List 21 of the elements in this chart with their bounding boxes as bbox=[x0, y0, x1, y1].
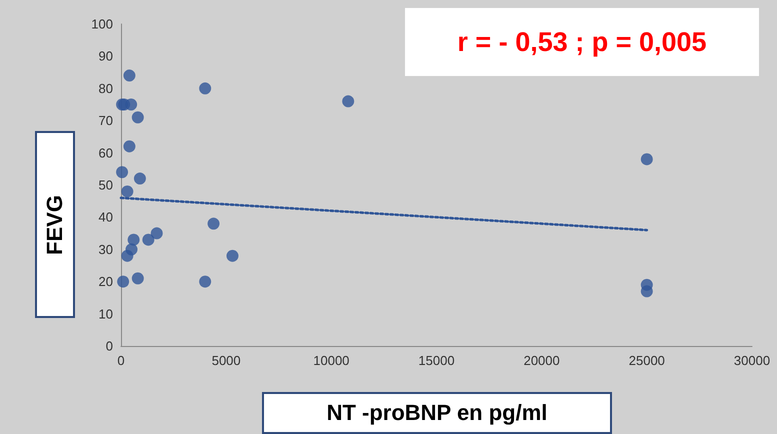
x-tick-label: 15000 bbox=[418, 353, 455, 368]
y-tick-label: 80 bbox=[98, 80, 113, 96]
x-tick-label: 25000 bbox=[628, 353, 665, 368]
y-tick-label: 20 bbox=[98, 274, 113, 290]
x-tick-label: 10000 bbox=[313, 353, 350, 368]
y-tick-label: 30 bbox=[98, 242, 113, 257]
y-axis-title: FEVG bbox=[42, 194, 68, 254]
y-tick-label: 100 bbox=[91, 16, 113, 32]
x-axis-title: NT -proBNP en pg/ml bbox=[262, 392, 612, 434]
x-tick-label: 0 bbox=[117, 353, 125, 368]
y-tick-label: 10 bbox=[98, 306, 113, 322]
x-tick-label: 5000 bbox=[212, 353, 241, 368]
y-tick-label: 40 bbox=[98, 210, 113, 225]
x-tick-label: 30000 bbox=[734, 353, 770, 368]
note-box: r = - 0,53 ; p = 0,005 bbox=[405, 8, 759, 76]
y-tick-label: 0 bbox=[106, 338, 113, 354]
y-tick-label: 70 bbox=[98, 113, 113, 128]
y-tick-label: 50 bbox=[98, 178, 113, 192]
y-tick-label: 90 bbox=[98, 48, 113, 64]
y-tick-label: 60 bbox=[98, 145, 113, 160]
x-tick-label: 20000 bbox=[524, 353, 560, 368]
